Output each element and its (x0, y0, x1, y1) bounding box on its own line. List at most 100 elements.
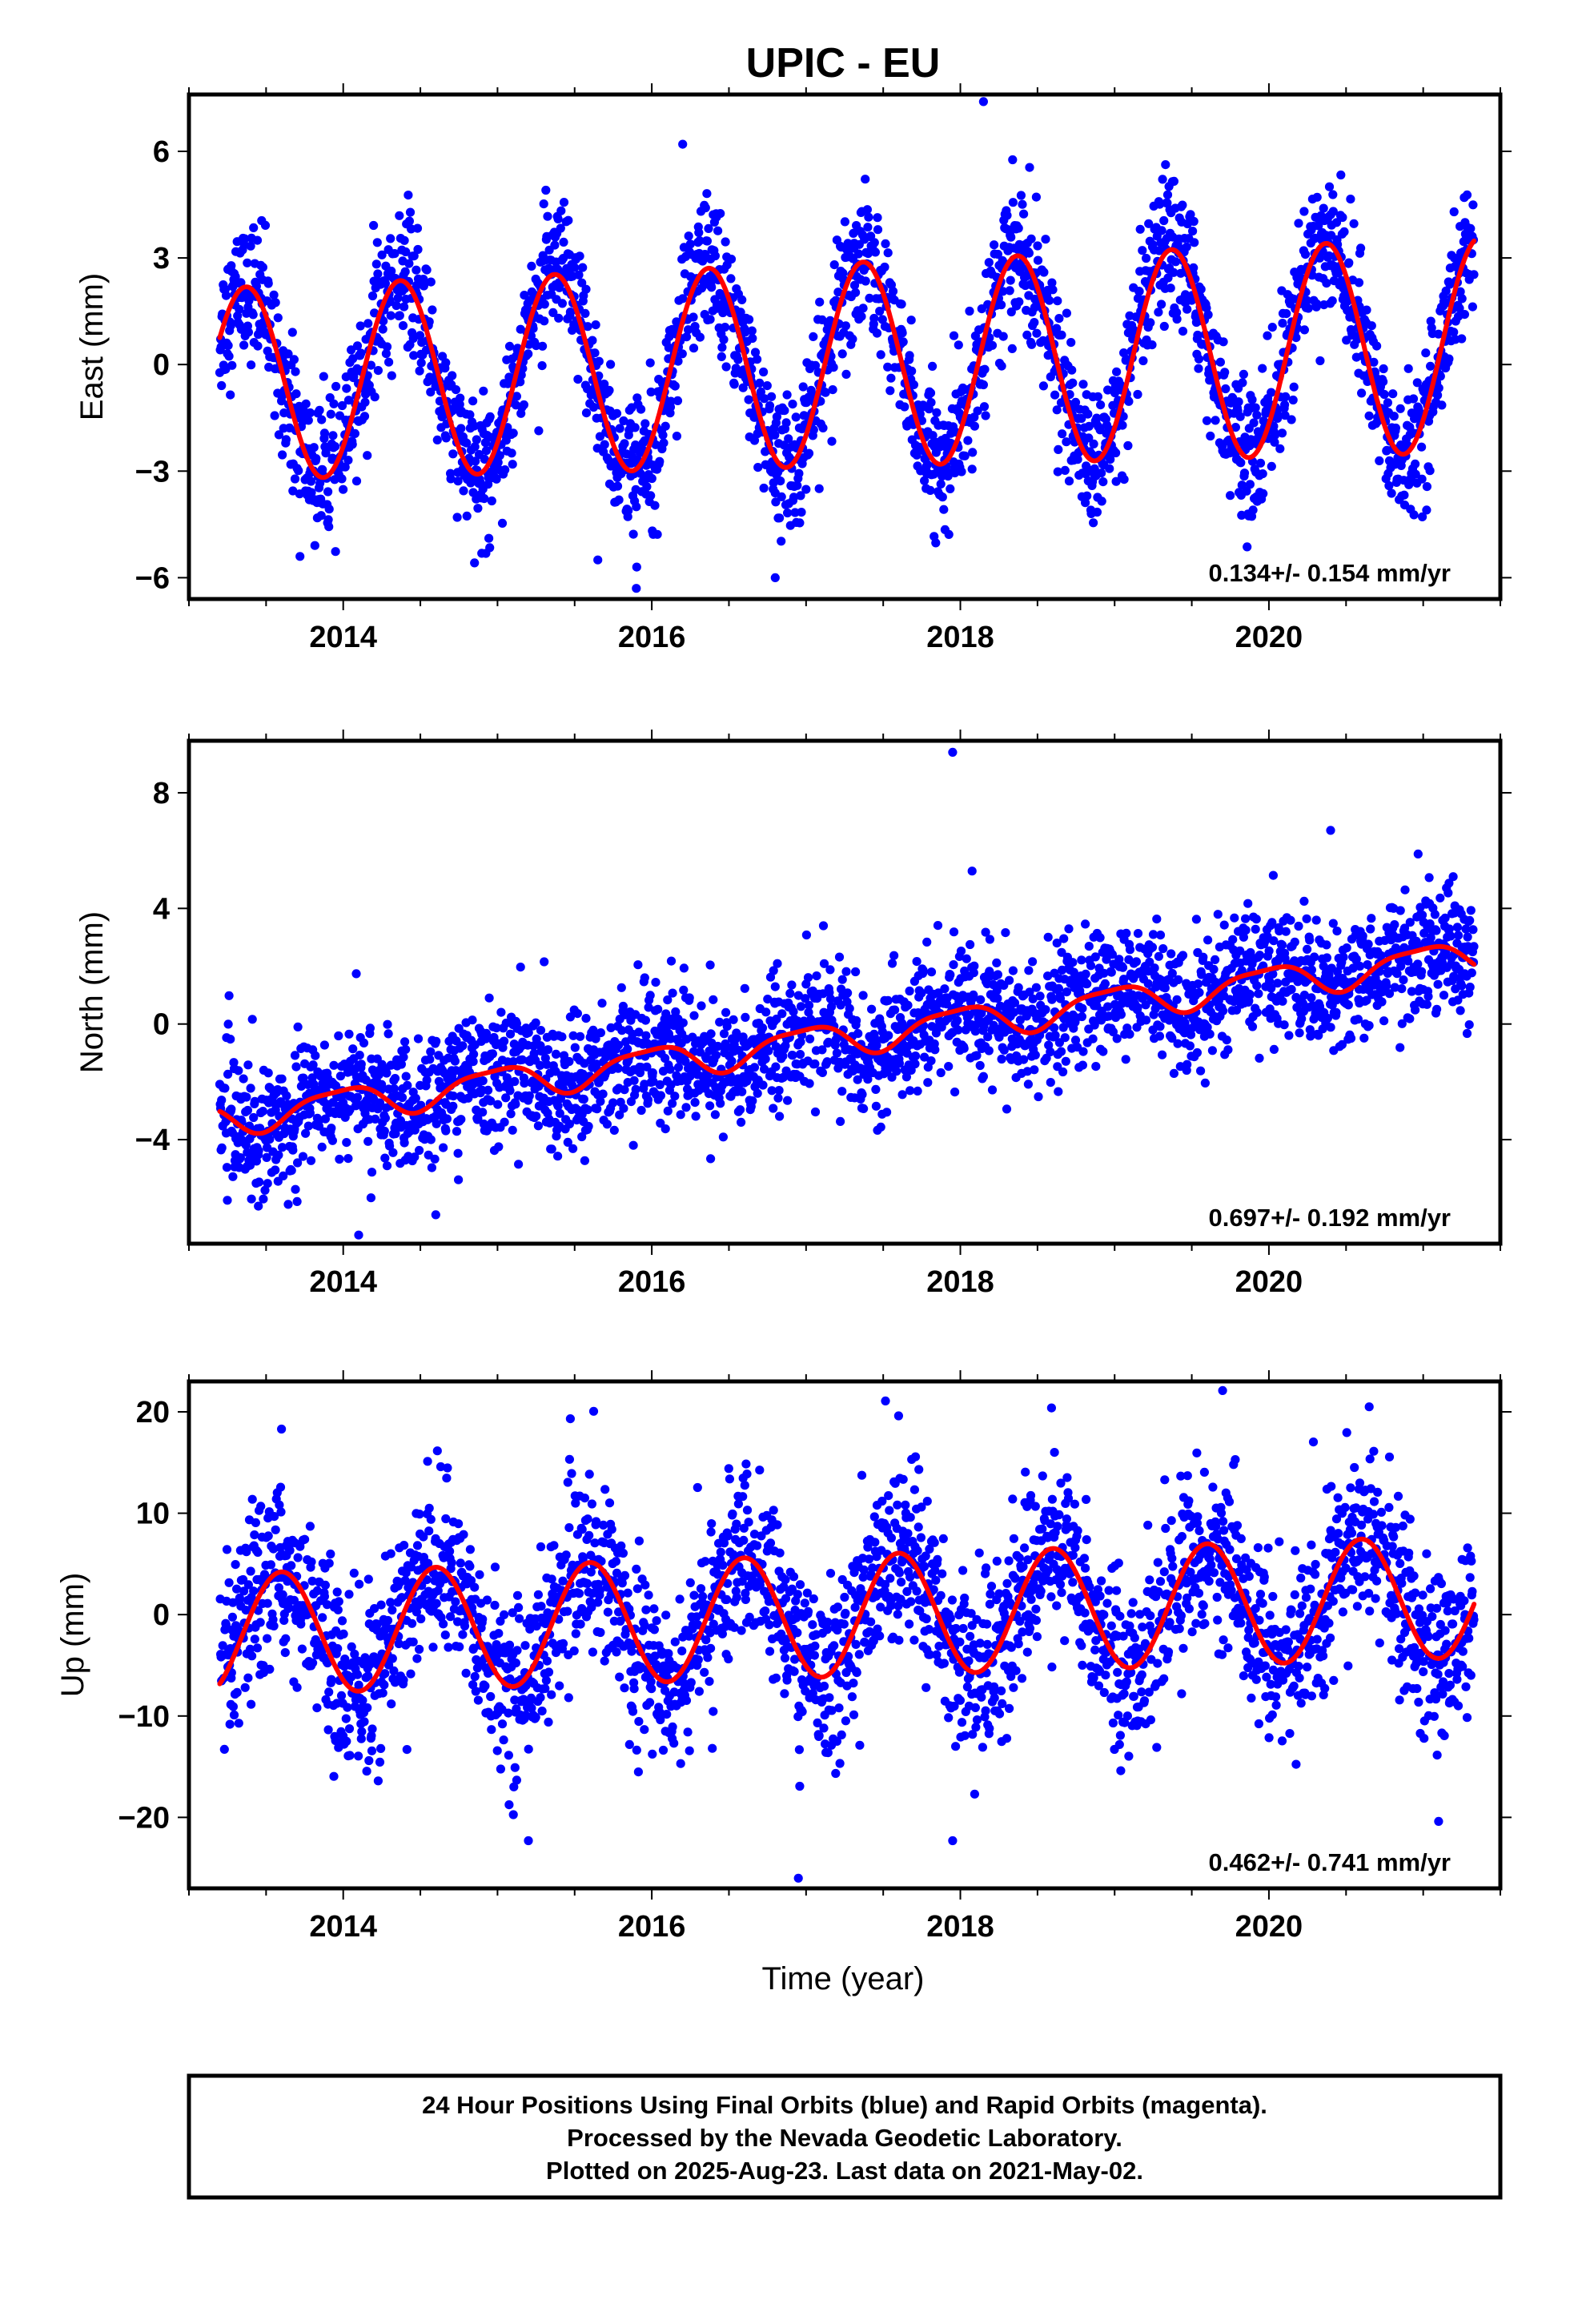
data-point (910, 1051, 921, 1061)
data-point (620, 439, 629, 448)
data-point (288, 1145, 298, 1155)
data-point (1203, 310, 1213, 320)
data-point (775, 513, 785, 523)
data-point (242, 1092, 251, 1102)
data-point (1077, 413, 1086, 424)
data-point (926, 1056, 936, 1066)
data-point (932, 408, 942, 417)
data-point (1195, 987, 1204, 997)
data-point (793, 480, 802, 490)
data-point (1264, 946, 1274, 955)
data-point (1189, 263, 1199, 272)
data-point (745, 315, 754, 324)
data-point (1064, 476, 1074, 486)
data-point (365, 1023, 375, 1033)
data-point (1098, 1047, 1108, 1056)
data-point (537, 361, 547, 371)
data-point (741, 328, 750, 337)
data-point (404, 191, 413, 200)
data-point (784, 434, 793, 444)
data-point (1287, 415, 1296, 424)
plot-frame (187, 92, 1503, 601)
data-point (1202, 304, 1211, 313)
data-point (1172, 314, 1182, 324)
data-point (419, 275, 428, 284)
data-point (401, 1044, 411, 1054)
data-point (1241, 925, 1251, 935)
data-point (753, 355, 762, 364)
data-point (470, 442, 480, 452)
data-point (1203, 935, 1213, 945)
data-point (290, 1051, 300, 1060)
data-point (1269, 1044, 1279, 1054)
data-point (441, 433, 451, 443)
data-point (1450, 253, 1460, 263)
data-point (1053, 467, 1062, 476)
data-point (283, 1200, 293, 1209)
data-point (1247, 395, 1257, 404)
data-point (271, 1165, 280, 1175)
data-point (1060, 465, 1070, 476)
data-point (1251, 924, 1260, 934)
data-point (872, 328, 882, 338)
data-point (1089, 439, 1098, 449)
data-point (432, 1036, 441, 1046)
data-point (317, 415, 327, 424)
data-point (277, 1074, 287, 1084)
data-point (1239, 369, 1248, 379)
data-point (829, 260, 839, 270)
data-point (918, 965, 928, 975)
data-point (1421, 348, 1431, 358)
data-point (1001, 928, 1010, 938)
data-point (849, 280, 860, 290)
data-point (852, 1015, 861, 1026)
data-point (1002, 1104, 1012, 1114)
data-point (1162, 198, 1172, 207)
data-point (451, 385, 461, 395)
data-point (329, 1060, 339, 1070)
data-point (684, 325, 693, 335)
data-point (1134, 287, 1144, 296)
data-point (531, 1018, 540, 1027)
data-point (1305, 935, 1315, 945)
data-point (801, 485, 811, 494)
data-point (722, 1022, 732, 1031)
data-point (426, 1047, 436, 1056)
data-point (1331, 218, 1342, 227)
data-point (810, 1059, 820, 1069)
data-point (1354, 278, 1364, 287)
data-point (865, 293, 874, 303)
data-point (581, 408, 592, 418)
data-point (217, 1143, 227, 1152)
data-point (588, 336, 597, 345)
data-point (1119, 475, 1129, 485)
data-point (311, 1051, 320, 1060)
data-point (383, 1029, 393, 1039)
fit-line (217, 238, 1477, 480)
data-point (755, 378, 765, 388)
data-point (319, 1040, 329, 1050)
data-point (1039, 267, 1049, 277)
data-point (1144, 219, 1154, 228)
data-point (308, 1060, 318, 1070)
data-point (1194, 354, 1204, 364)
data-point (367, 291, 378, 301)
data-point (810, 1107, 821, 1117)
data-point (863, 223, 873, 232)
data-point (1022, 330, 1032, 340)
data-point (366, 1193, 375, 1203)
data-point (570, 1043, 580, 1052)
data-point (581, 284, 591, 294)
data-point (1067, 365, 1077, 375)
data-point (1078, 1003, 1087, 1013)
data-point (1082, 491, 1092, 501)
data-point (1106, 455, 1115, 464)
data-point (959, 1043, 969, 1053)
data-point (765, 401, 775, 411)
data-point (356, 1059, 366, 1069)
data-point (355, 1051, 364, 1060)
data-point (367, 1168, 377, 1177)
data-point (1154, 951, 1163, 961)
data-point (864, 212, 873, 222)
